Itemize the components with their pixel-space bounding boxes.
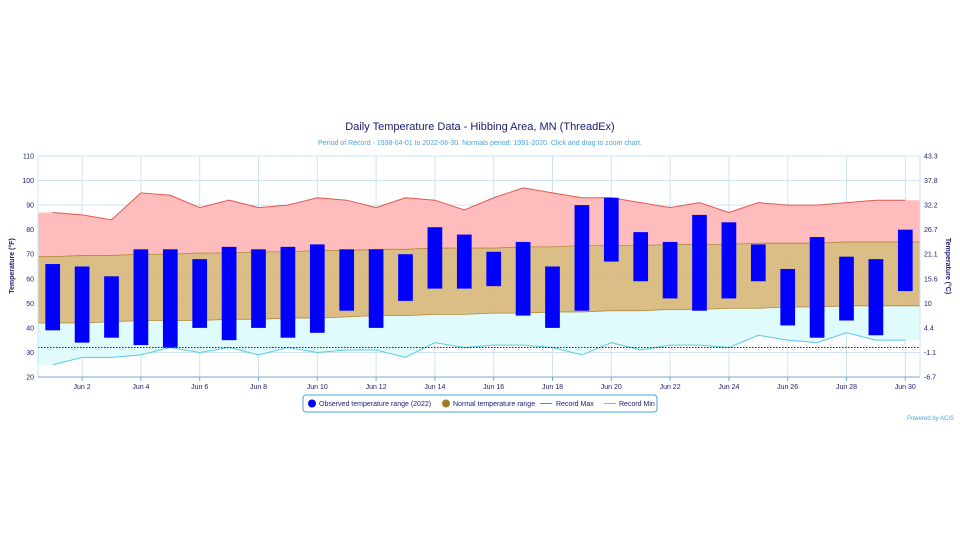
y-tick-label: 70 [26,252,34,259]
legend-item-normal[interactable]: Normal temperature range [442,399,535,409]
observed-bar[interactable] [486,251,502,287]
x-tick-label: Jun 20 [601,384,622,391]
observed-bar[interactable] [545,266,560,328]
y2-tick-label: -6.7 [924,375,936,382]
observed-bar[interactable] [251,249,266,328]
observed-bar[interactable] [339,249,355,311]
observed-bar[interactable] [427,227,443,289]
record-min-line[interactable] [52,332,906,366]
observed-bar[interactable] [45,264,61,331]
legend-label-record-max: Record Max [556,401,594,408]
credit-link[interactable]: Powered by ACIS [907,416,954,422]
legend-box [302,394,658,413]
observed-bar[interactable] [839,256,854,321]
observed-bar[interactable] [750,244,766,282]
observed-bar[interactable] [74,266,90,343]
legend[interactable]: Observed temperature range (2022) Normal… [302,394,658,413]
axis-layer: 20 -6.7 30 -1.1 40 4.4 50 10 60 15.6 70 21.1 80 26.7 9… [22,154,937,392]
x-tick-label: Jun 16 [483,384,504,391]
x-tick-label: Jun 30 [895,384,916,391]
x-tick-label: Jun 4 [132,384,149,391]
observed-bar[interactable] [104,276,119,338]
x-tick-label: Jun 12 [366,384,387,391]
legend-label-normal: Normal temperature range [453,401,535,408]
y-tick-label: 20 [26,375,34,382]
y-tick-label: 80 [26,227,34,234]
x-tick-label: Jun 6 [191,384,208,391]
x-tick-label: Jun 28 [836,384,857,391]
y2-tick-label: 15.6 [924,276,938,283]
y-tick-label: 100 [22,178,34,185]
observed-bar[interactable] [574,205,590,311]
observed-bar[interactable] [809,237,825,338]
y2-tick-label: 21.1 [924,252,938,259]
chart-title: Daily Temperature Data - Hibbing Area, M… [345,121,614,133]
x-tick-label: Jun 18 [542,384,563,391]
legend-item-record-min[interactable]: Record Min [604,401,655,408]
y-tick-label: 110 [23,154,34,161]
chart-subtitle: Period of Record - 1938-04-01 to 2022-06… [318,140,642,147]
observed-bar[interactable] [133,249,149,346]
legend-label-observed: Observed temperature range (2022) [319,401,431,408]
legend-label-record-min: Record Min [619,401,655,408]
observed-bar[interactable] [603,197,619,262]
observed-bar[interactable] [398,254,413,301]
observed-bar[interactable] [162,249,178,348]
y-tick-label: 50 [26,301,34,308]
y2-tick-label: 26.7 [924,227,938,234]
observed-bar[interactable] [221,246,237,341]
observed-bar[interactable] [868,259,884,336]
observed-bar[interactable] [515,241,531,316]
observed-bar[interactable] [280,246,296,338]
legend-marker-observed [308,399,316,408]
observed-bar[interactable] [309,244,325,333]
x-tick-label: Jun 22 [660,384,681,391]
y2-tick-label: 4.4 [924,325,934,332]
observed-bar[interactable] [662,241,678,299]
x-tick-label: Jun 2 [74,384,91,391]
x-tick-label: Jun 8 [250,384,267,391]
y-axis-title: Temperature (°F) [8,238,16,294]
observed-bars-layer[interactable] [45,197,913,348]
y2-tick-label: -1.1 [924,350,936,357]
x-tick-label: Jun 10 [307,384,328,391]
y2-tick-label: 32.2 [924,203,938,210]
observed-bar[interactable] [780,268,796,326]
observed-bar[interactable] [456,234,472,289]
observed-bar[interactable] [192,259,208,328]
legend-marker-normal [442,399,450,408]
record-max-line[interactable] [52,187,906,221]
y2-tick-label: 43.3 [924,154,938,161]
y-tick-label: 90 [26,203,34,210]
observed-bar[interactable] [692,214,707,311]
observed-bar[interactable] [721,222,737,299]
x-tick-label: Jun 24 [718,384,739,391]
y2-axis-title: Temperature (°C) [944,238,952,294]
y-tick-label: 60 [26,276,34,283]
y2-tick-label: 10 [924,301,932,308]
legend-item-record-max[interactable]: Record Max [540,401,594,408]
y-tick-label: 30 [26,350,34,357]
observed-bar[interactable] [897,229,913,292]
legend-item-observed[interactable]: Observed temperature range (2022) [308,399,431,409]
observed-bar[interactable] [368,249,384,328]
y-tick-label: 40 [26,325,34,332]
y2-tick-label: 37.8 [924,178,938,185]
x-tick-label: Jun 26 [777,384,798,391]
observed-bar[interactable] [633,232,649,282]
x-tick-label: Jun 14 [424,384,445,391]
